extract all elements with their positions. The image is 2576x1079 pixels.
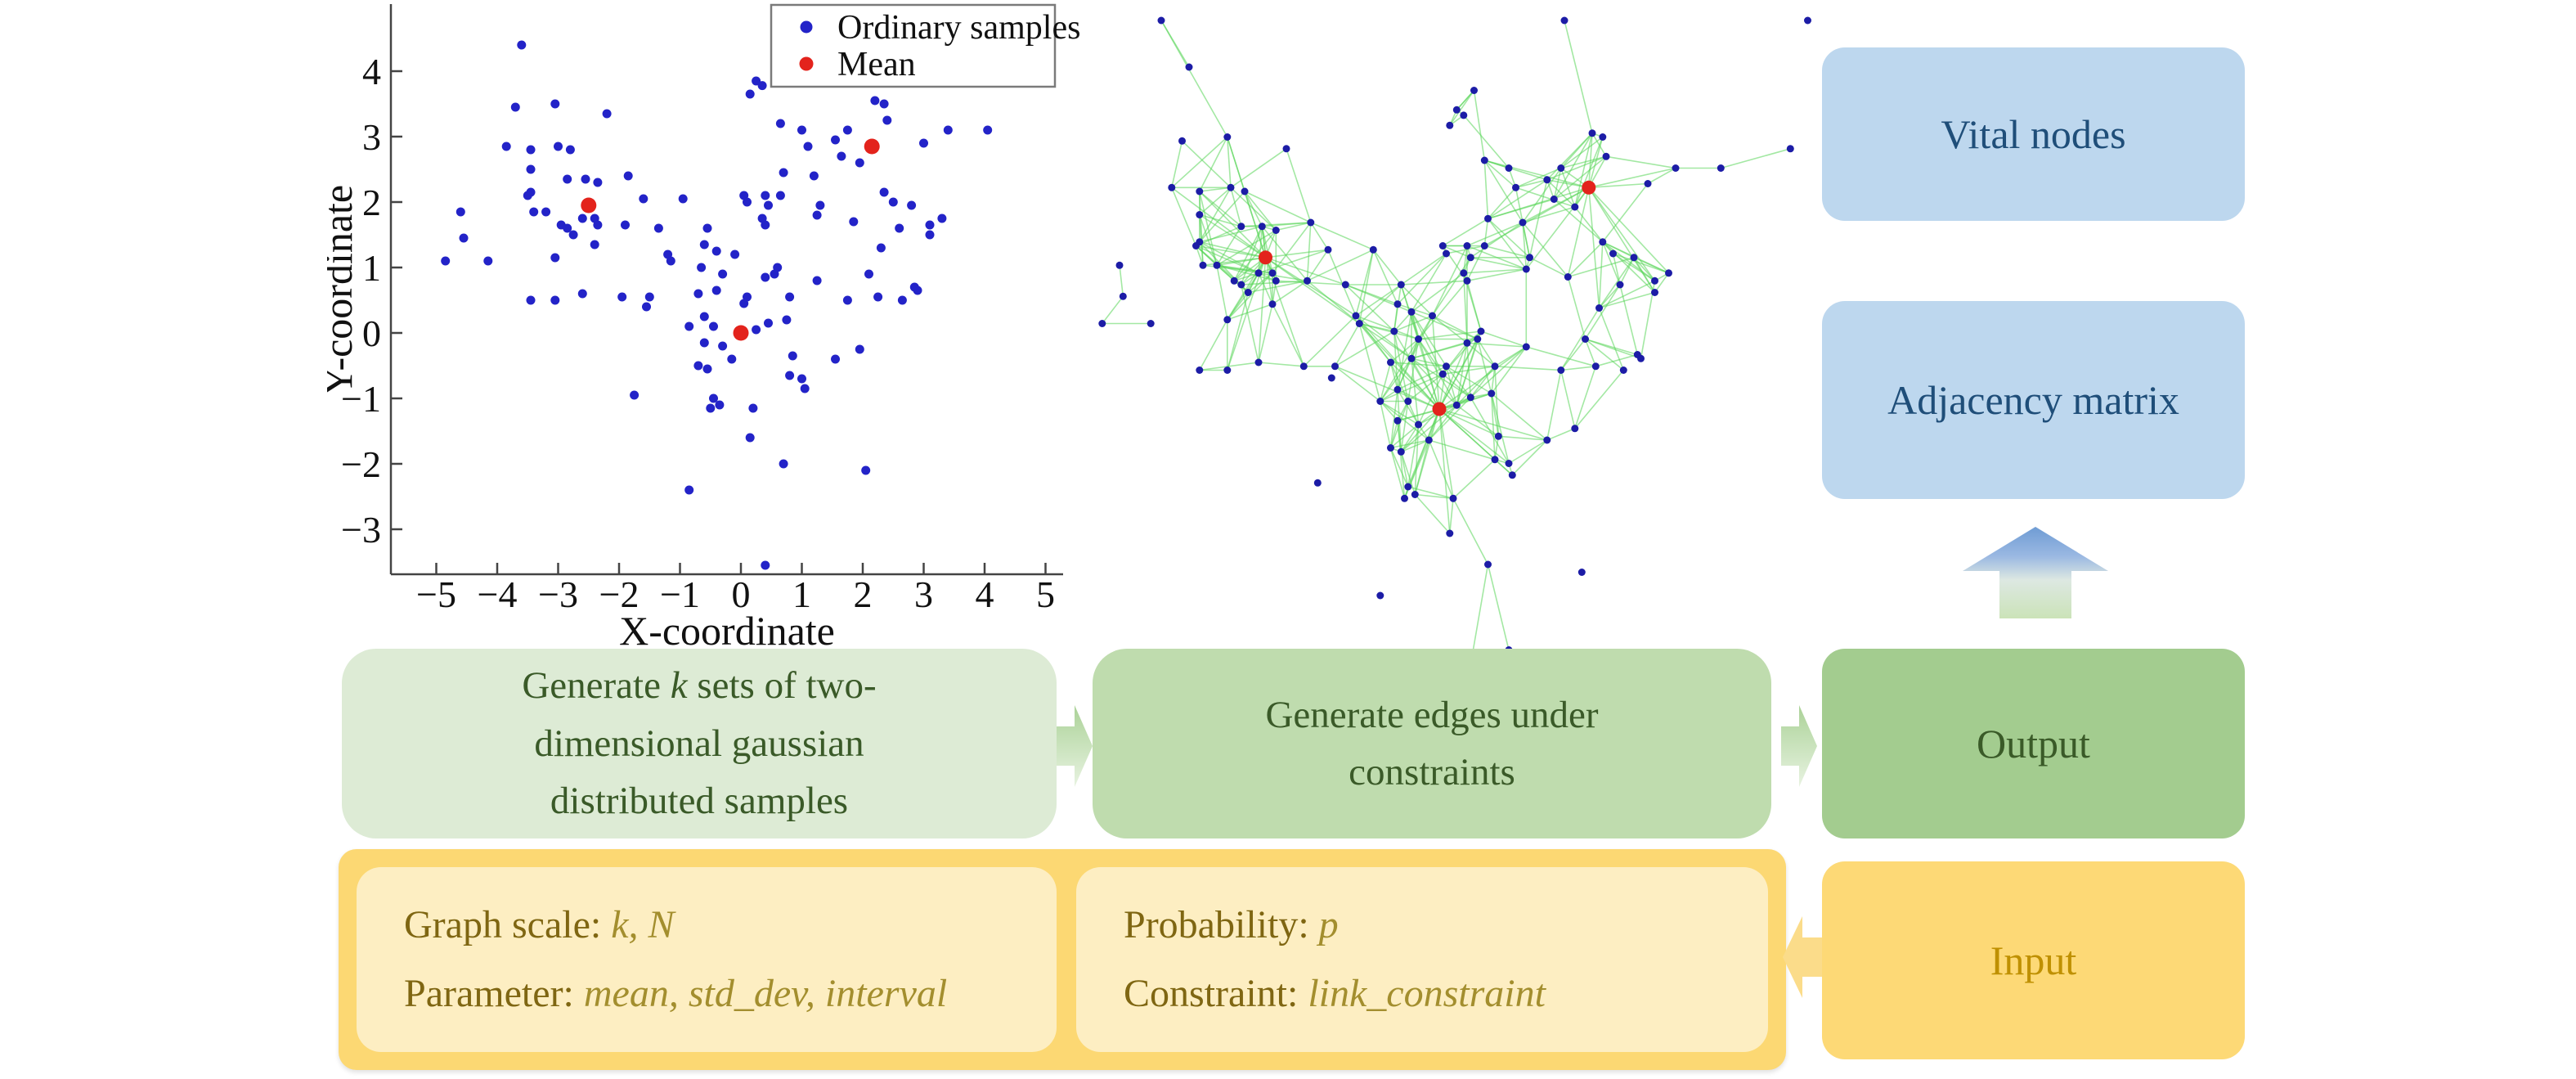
svg-text:0: 0 xyxy=(732,573,751,615)
svg-text:−2: −2 xyxy=(341,443,381,485)
svg-text:Mean: Mean xyxy=(837,46,916,83)
vital-nodes-label: Vital nodes xyxy=(1941,110,2126,157)
input-label: Input xyxy=(1990,937,2077,983)
scatter-plot: −5 −4 −3 −2 −1 0 1 2 3 4 5−3−2−101234X-coordinateY… xyxy=(327,3,1079,654)
arrow-right-icon xyxy=(1781,705,1817,787)
svg-text:−1: −1 xyxy=(341,378,381,420)
adjacency-matrix-label: Adjacency matrix xyxy=(1887,376,2179,423)
svg-text:−3: −3 xyxy=(538,573,578,615)
svg-text:3: 3 xyxy=(914,573,933,615)
probability-line: Probability: p xyxy=(1124,903,1339,946)
params-generation-box: Graph scale: k, N Parameter: mean, std_d… xyxy=(357,867,1057,1052)
svg-text:−5: −5 xyxy=(416,573,456,615)
svg-text:−2: −2 xyxy=(599,573,640,615)
svg-text:−3: −3 xyxy=(341,509,381,551)
svg-text:Ordinary samples: Ordinary samples xyxy=(837,9,1079,47)
params-edges-box: Probability: p Constraint: link_constrai… xyxy=(1076,867,1768,1052)
graph-scale-line: Graph scale: k, N xyxy=(404,903,675,946)
step-generate-samples-box: Generate k sets of two-dimensional gauss… xyxy=(342,649,1057,838)
output-label: Output xyxy=(1977,720,2090,767)
svg-text:0: 0 xyxy=(362,312,381,354)
adjacency-matrix-box: Adjacency matrix xyxy=(1822,301,2245,499)
network-graph xyxy=(1098,16,1811,693)
svg-text:1: 1 xyxy=(362,247,381,289)
svg-text:4: 4 xyxy=(362,51,381,92)
svg-text:2: 2 xyxy=(854,573,873,615)
output-box: Output xyxy=(1822,649,2245,838)
arrow-right-icon xyxy=(1057,705,1093,787)
svg-text:3: 3 xyxy=(362,116,381,158)
step-generate-samples-label: Generate k sets of two-dimensional gauss… xyxy=(522,664,877,823)
svg-text:−4: −4 xyxy=(478,573,518,615)
svg-text:1: 1 xyxy=(792,573,811,615)
svg-text:−1: −1 xyxy=(660,573,700,615)
arrow-up-icon xyxy=(1963,527,2108,618)
input-box: Input xyxy=(1822,861,2245,1059)
step-generate-edges-box: Generate edges under constraints xyxy=(1093,649,1771,838)
constraint-line: Constraint: link_constraint xyxy=(1124,972,1546,1015)
vital-nodes-box: Vital nodes xyxy=(1822,47,2245,221)
svg-text:Y-coordinate: Y-coordinate xyxy=(327,185,361,396)
step-generate-edges-label: Generate edges under constraints xyxy=(1265,693,1599,794)
svg-text:X-coordinate: X-coordinate xyxy=(619,608,835,654)
svg-text:5: 5 xyxy=(1036,573,1055,615)
svg-text:4: 4 xyxy=(976,573,994,615)
parameter-line: Parameter: mean, std_dev, interval xyxy=(404,972,948,1015)
svg-text:2: 2 xyxy=(362,182,381,223)
arrow-left-icon xyxy=(1783,916,1822,998)
